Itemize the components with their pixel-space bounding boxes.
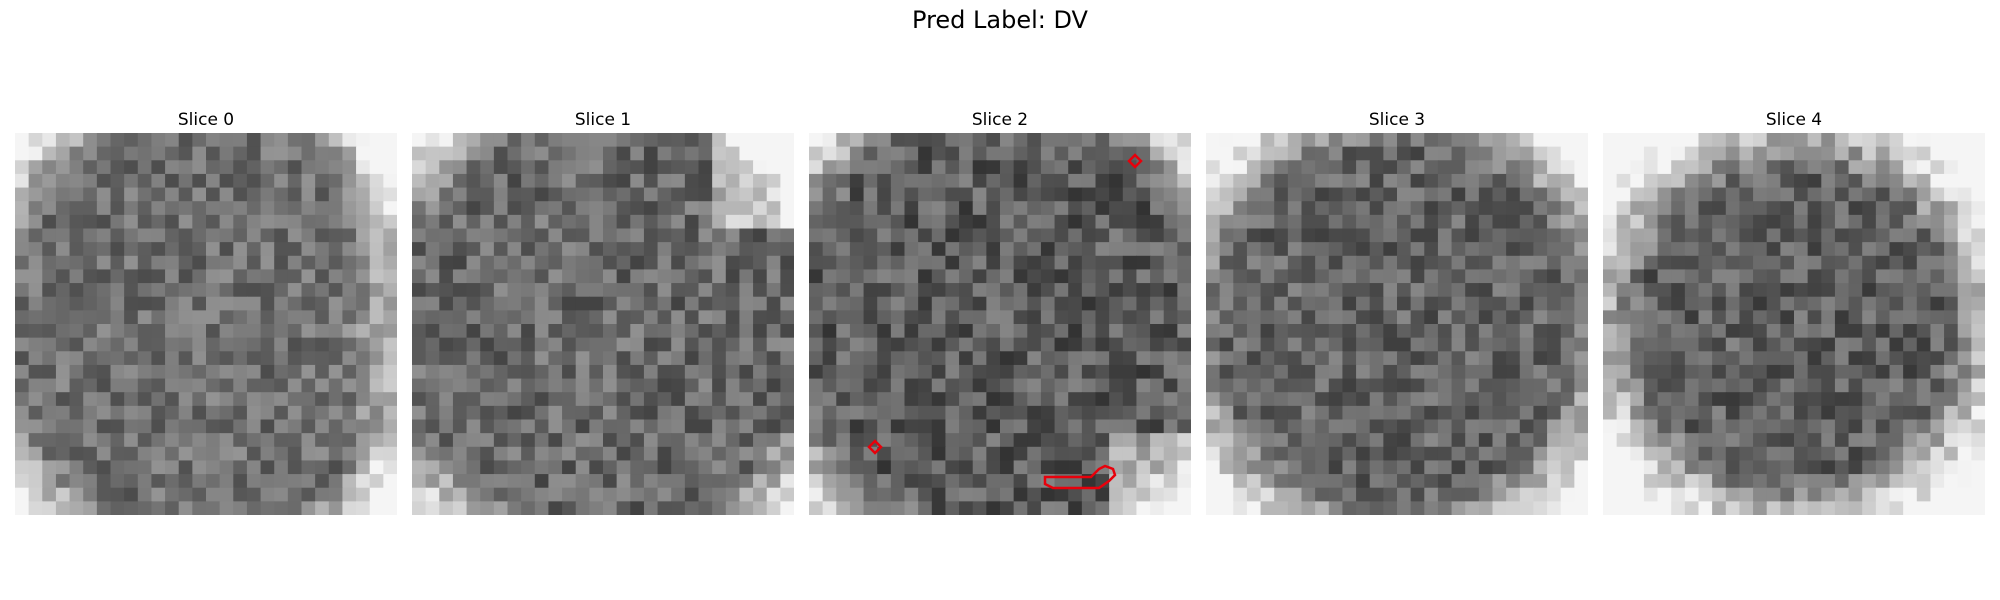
slice-title-3: Slice 3: [1368, 110, 1426, 130]
slice-title-2: Slice 2: [971, 110, 1029, 130]
pixel-grid: [1206, 133, 1588, 515]
slice-image-2: [809, 133, 1191, 515]
pixel-grid: [1603, 133, 1985, 515]
figure-title: Pred Label: DV: [912, 6, 1088, 34]
annotation-diamond-top: [1127, 153, 1143, 169]
slice-image-4: [1603, 133, 1985, 515]
pixel-grid: [809, 133, 1191, 515]
slice-title-1: Slice 1: [574, 110, 632, 130]
annotation-blob-bottom: [1043, 464, 1117, 490]
slice-image-1: [412, 133, 794, 515]
slice-image-0: [15, 133, 397, 515]
slice-image-3: [1206, 133, 1588, 515]
slice-title-4: Slice 4: [1765, 110, 1823, 130]
slice-panel-1: Slice 1: [412, 108, 794, 515]
slice-panel-4: Slice 4: [1603, 108, 1985, 515]
slice-panel-3: Slice 3: [1206, 108, 1588, 515]
pixel-grid: [412, 133, 794, 515]
slice-panel-0: Slice 0: [15, 108, 397, 515]
pixel-grid: [15, 133, 397, 515]
annotation-diamond-left: [867, 439, 883, 455]
slice-panel-2: Slice 2: [809, 108, 1191, 515]
slice-title-0: Slice 0: [177, 110, 235, 130]
